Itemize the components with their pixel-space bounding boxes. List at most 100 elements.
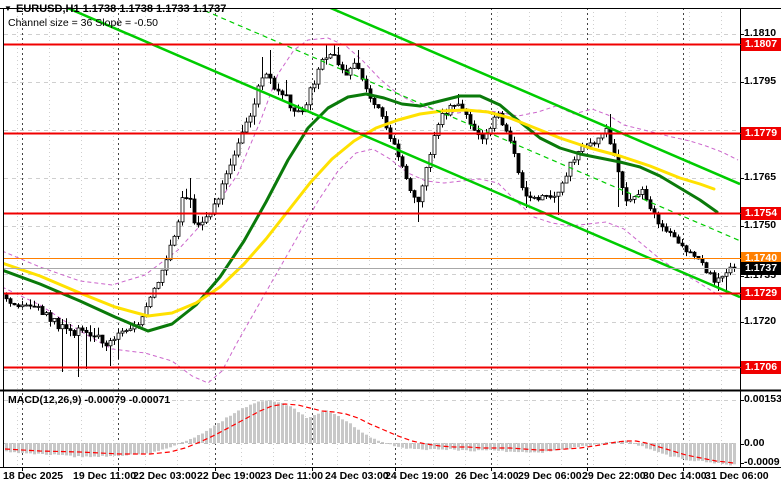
- macd-tick-label: 0.00: [744, 437, 765, 449]
- candle-body: [576, 151, 581, 161]
- candle-body: [608, 128, 613, 145]
- candle-body: [288, 94, 293, 109]
- candle-body: [260, 77, 265, 87]
- candle-body: [400, 156, 405, 167]
- time-axis-label: 30 Dec 14:00: [643, 470, 707, 482]
- macd-histogram-bar: [341, 419, 344, 443]
- candle-body: [592, 142, 597, 145]
- price-level-badge: 1.1737: [741, 261, 781, 275]
- macd-histogram-bar: [109, 443, 112, 457]
- macd-histogram-bar: [721, 443, 724, 465]
- candle-body: [36, 306, 41, 308]
- price-level-badge: 1.1706: [741, 360, 781, 374]
- macd-histogram-bar: [257, 401, 260, 443]
- macd-histogram-bar: [209, 428, 212, 443]
- candle-body: [720, 275, 725, 279]
- candle-body: [516, 153, 521, 174]
- candle-body: [468, 114, 473, 125]
- candle-body: [648, 199, 653, 210]
- candle-body: [596, 137, 601, 145]
- macd-histogram-bar: [569, 443, 572, 449]
- macd-histogram-bar: [417, 443, 420, 449]
- candle-body: [276, 88, 281, 92]
- macd-histogram-bar: [609, 442, 612, 443]
- candle-body: [352, 62, 357, 69]
- candle-body: [48, 312, 53, 322]
- macd-histogram-bar: [545, 443, 548, 452]
- macd-histogram-bar: [401, 443, 404, 448]
- macd-histogram-bar: [649, 443, 652, 450]
- macd-histogram-bar: [601, 443, 604, 445]
- macd-histogram-bar: [405, 443, 408, 449]
- candle-body: [432, 135, 437, 155]
- macd-histogram-bar: [165, 443, 168, 449]
- candle-body: [528, 195, 533, 198]
- macd-histogram-bar: [369, 437, 372, 443]
- price-level-badge: 1.1779: [741, 126, 781, 140]
- candle-body: [436, 124, 441, 136]
- candle-body: [56, 317, 61, 330]
- candle-body: [416, 196, 421, 203]
- macd-histogram-bar: [317, 413, 320, 443]
- macd-histogram-bar: [161, 443, 164, 450]
- macd-histogram-bar: [501, 443, 504, 451]
- macd-histogram-bar: [69, 443, 72, 456]
- macd-histogram-bar: [525, 443, 528, 453]
- symbol-dropdown-icon[interactable]: ▼: [4, 4, 12, 13]
- candle-body: [116, 332, 121, 340]
- candle-body: [408, 178, 413, 192]
- candle-body: [460, 103, 465, 110]
- time-axis-label: 29 Dec 06:00: [518, 470, 582, 482]
- macd-histogram-bar: [29, 443, 32, 454]
- candle-body: [376, 104, 381, 109]
- candle-body: [248, 115, 253, 123]
- candle-body: [700, 258, 705, 264]
- macd-histogram-bar: [345, 421, 348, 443]
- candle-body: [456, 103, 461, 106]
- candle-body: [252, 103, 257, 117]
- macd-histogram-bar: [397, 443, 400, 447]
- candle-body: [192, 198, 197, 224]
- candle-body: [272, 77, 277, 90]
- macd-histogram-bar: [205, 430, 208, 443]
- macd-histogram-bar: [125, 443, 128, 456]
- candle-body: [568, 161, 573, 177]
- macd-histogram-bar: [77, 443, 80, 457]
- candle-body: [312, 83, 317, 89]
- candle-body: [16, 304, 21, 308]
- macd-histogram-bar: [309, 416, 312, 443]
- macd-histogram-bar: [337, 415, 340, 443]
- time-axis-label: 22 Dec 03:00: [133, 470, 197, 482]
- candle-body: [200, 221, 205, 226]
- symbol-ohlc-header: EURUSD,H1 1.1738 1.1738 1.1733 1.1737: [16, 3, 227, 15]
- candle-body: [76, 327, 81, 336]
- macd-histogram-bar: [489, 443, 492, 450]
- macd-histogram-bar: [293, 408, 296, 443]
- macd-histogram-bar: [153, 443, 156, 452]
- candle-body: [28, 304, 33, 307]
- candle-body: [564, 175, 569, 184]
- candle-body: [232, 154, 237, 166]
- candle-body: [688, 251, 693, 254]
- candle-body: [520, 172, 525, 189]
- macd-histogram-bar: [629, 442, 632, 443]
- macd-histogram-bar: [633, 443, 636, 444]
- macd-histogram-bar: [117, 443, 120, 457]
- candle-body: [228, 164, 233, 175]
- macd-histogram-bar: [449, 443, 452, 449]
- macd-histogram-bar: [149, 443, 152, 454]
- candle-body: [104, 342, 109, 347]
- macd-histogram-bar: [229, 415, 232, 443]
- candle-body: [80, 327, 85, 331]
- price-tick-label: 1.1810: [744, 27, 777, 39]
- candle-body: [544, 195, 549, 197]
- macd-histogram-bar: [393, 443, 396, 447]
- macd-histogram-bar: [105, 443, 108, 457]
- macd-histogram-bar: [533, 443, 536, 453]
- macd-histogram-bar: [577, 443, 580, 448]
- candle-body: [320, 59, 325, 70]
- candle-body: [220, 183, 225, 200]
- macd-histogram-bar: [617, 441, 620, 443]
